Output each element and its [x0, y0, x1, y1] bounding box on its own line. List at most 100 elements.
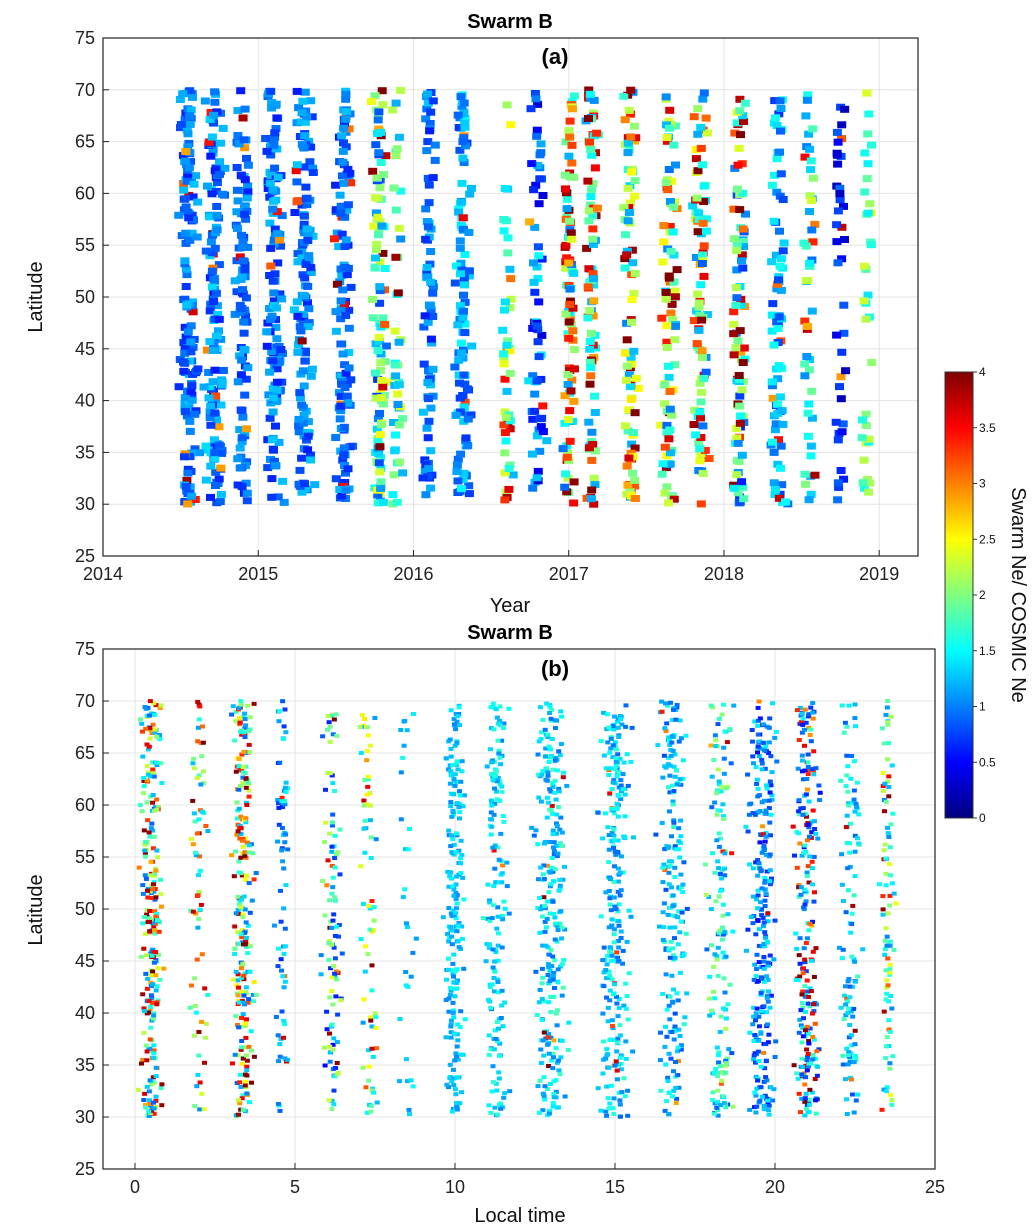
- data-point: [808, 989, 814, 994]
- data-point: [211, 392, 221, 400]
- data-point: [562, 189, 571, 197]
- data-point: [838, 420, 848, 428]
- data-point: [755, 705, 761, 710]
- data-point: [344, 125, 354, 133]
- data-point: [615, 814, 621, 819]
- data-point: [791, 1063, 797, 1068]
- data-point: [272, 386, 282, 394]
- data-point: [718, 836, 723, 841]
- data-point: [756, 960, 762, 965]
- x-tick-label: 2017: [549, 564, 589, 584]
- data-point: [330, 1002, 336, 1007]
- data-point: [550, 781, 556, 785]
- data-point: [806, 490, 816, 498]
- data-point: [453, 896, 459, 901]
- data-point: [279, 795, 285, 800]
- data-point: [757, 739, 763, 744]
- data-point: [620, 264, 630, 272]
- data-point: [550, 784, 556, 789]
- data-point: [204, 138, 214, 146]
- data-point: [763, 831, 769, 835]
- data-point: [881, 1009, 887, 1014]
- data-point: [145, 772, 151, 777]
- data-point: [667, 743, 673, 747]
- data-point: [237, 716, 243, 721]
- data-point: [500, 814, 506, 818]
- data-point: [493, 1028, 498, 1033]
- data-point: [453, 906, 459, 911]
- data-point: [557, 921, 563, 926]
- data-point: [142, 848, 148, 853]
- data-point: [368, 1015, 374, 1020]
- data-point: [715, 1088, 721, 1093]
- data-point: [336, 306, 346, 314]
- data-point: [612, 838, 618, 843]
- data-point: [241, 993, 247, 998]
- data-point: [833, 436, 843, 444]
- data-point: [609, 917, 615, 922]
- data-point: [535, 842, 541, 847]
- data-point: [837, 135, 847, 143]
- data-point: [805, 752, 811, 757]
- data-point: [881, 848, 887, 853]
- data-point: [727, 982, 733, 987]
- data-point: [544, 701, 550, 706]
- data-point: [336, 934, 341, 939]
- data-point: [243, 990, 249, 995]
- data-point: [698, 219, 708, 227]
- data-point: [611, 833, 617, 838]
- data-point: [548, 747, 553, 752]
- data-point: [186, 106, 196, 114]
- data-point: [305, 158, 315, 166]
- data-point: [676, 1027, 682, 1032]
- data-point: [669, 859, 675, 864]
- data-point: [560, 985, 566, 990]
- data-point: [506, 295, 516, 303]
- data-point: [293, 348, 303, 356]
- data-point: [205, 414, 215, 422]
- data-point: [765, 919, 771, 924]
- data-point: [658, 1088, 664, 1093]
- data-point: [147, 929, 153, 934]
- data-point: [344, 306, 354, 314]
- data-point: [887, 943, 893, 948]
- data-point: [454, 893, 460, 898]
- data-point: [666, 1091, 672, 1095]
- data-point: [235, 464, 245, 472]
- data-point: [841, 1017, 847, 1022]
- data-point: [762, 887, 768, 892]
- data-point: [715, 859, 721, 864]
- data-point: [333, 1066, 338, 1070]
- data-point: [553, 726, 558, 730]
- data-point: [199, 1019, 205, 1024]
- data-point: [758, 1085, 764, 1090]
- data-point: [145, 705, 151, 710]
- data-point: [553, 1046, 559, 1051]
- data-point: [183, 143, 193, 151]
- data-point: [590, 392, 600, 400]
- data-point: [391, 152, 401, 160]
- data-point: [670, 802, 676, 807]
- data-point: [560, 419, 570, 427]
- data-point: [140, 992, 146, 997]
- data-point: [542, 903, 547, 908]
- data-point: [153, 950, 159, 955]
- data-point: [452, 986, 458, 991]
- data-point: [329, 942, 335, 947]
- data-point: [617, 893, 623, 898]
- data-point: [308, 164, 318, 172]
- data-point: [731, 301, 741, 309]
- data-point: [240, 176, 250, 184]
- data-point: [445, 956, 451, 961]
- data-point: [236, 87, 246, 95]
- data-point: [691, 155, 701, 163]
- data-point: [626, 395, 636, 403]
- y-tick-label: 30: [75, 494, 95, 514]
- data-point: [367, 791, 373, 796]
- data-point: [236, 941, 242, 946]
- data-point: [562, 1094, 568, 1099]
- data-point: [844, 1097, 849, 1102]
- data-point: [767, 852, 773, 857]
- data-point: [624, 371, 634, 379]
- data-point: [451, 717, 457, 722]
